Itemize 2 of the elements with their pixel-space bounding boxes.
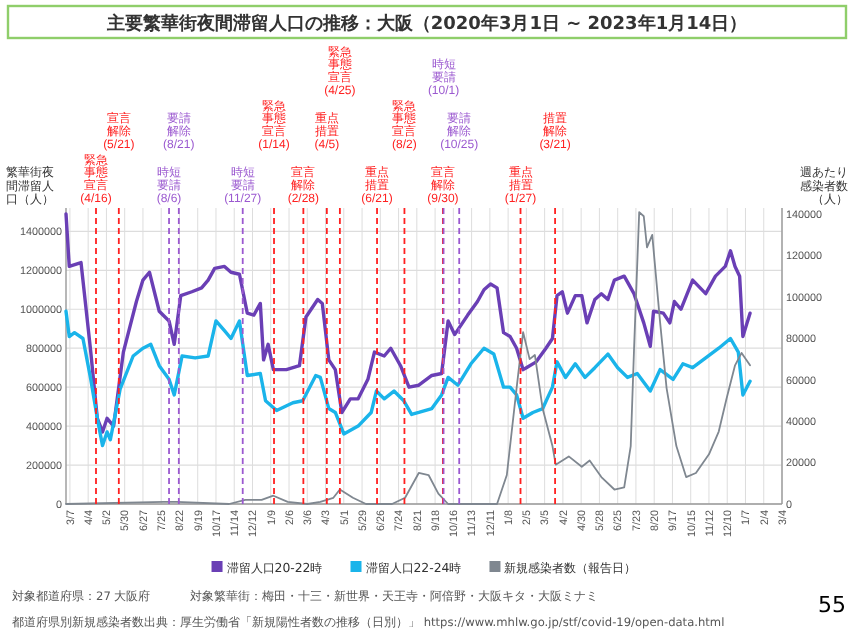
text: 55 [818,592,846,618]
chart-title: 主要繁華街夜間滞留人口の推移：大阪（2020年3月1日 ~ 2023年1月14日） [104,13,748,35]
